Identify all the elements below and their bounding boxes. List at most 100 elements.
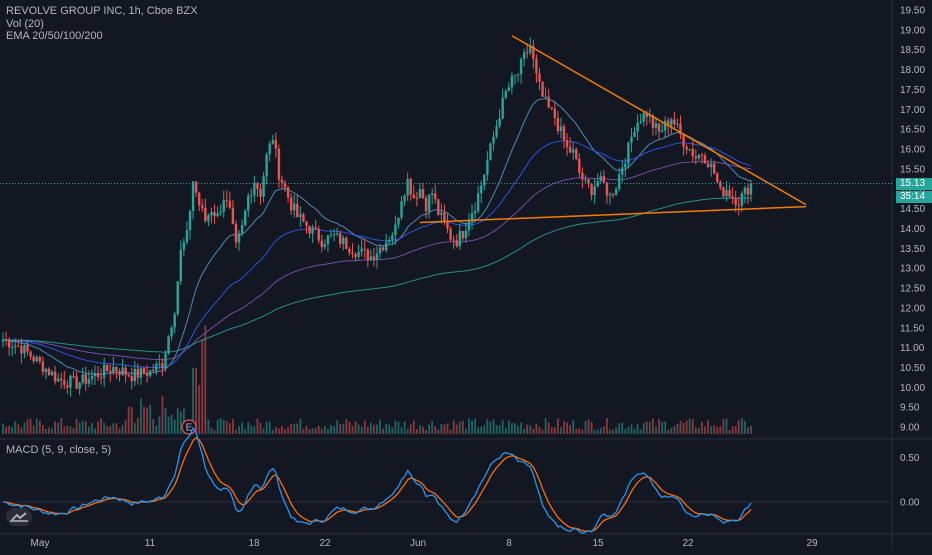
volume-bar xyxy=(498,425,501,434)
volume-bar xyxy=(100,418,102,434)
volume-bar xyxy=(124,420,127,434)
candle xyxy=(148,370,152,376)
candle xyxy=(360,248,363,252)
volume-bar xyxy=(701,421,703,434)
price-axis-tick-10: 14.00 xyxy=(900,224,925,235)
candle xyxy=(283,182,287,188)
tradingview-logo-icon[interactable] xyxy=(6,508,32,526)
volume-bar xyxy=(366,426,369,434)
candle xyxy=(424,197,428,212)
candle xyxy=(139,368,143,378)
volume-bar xyxy=(363,420,366,434)
candle xyxy=(115,366,118,372)
volume-bar xyxy=(538,427,541,434)
volume-bar xyxy=(412,420,415,434)
volume-bar xyxy=(317,426,320,434)
volume-bar xyxy=(612,429,614,434)
candle xyxy=(106,364,109,371)
volume-bar xyxy=(121,425,124,434)
volume-bar xyxy=(471,420,473,434)
volume-bar xyxy=(517,425,519,434)
candle xyxy=(231,207,235,224)
candle xyxy=(93,373,97,377)
volume-bar xyxy=(274,427,277,434)
candle xyxy=(519,59,523,75)
candle xyxy=(253,183,256,196)
volume-bar xyxy=(664,421,667,434)
candle xyxy=(69,375,72,388)
volume-bar xyxy=(615,427,618,434)
candle xyxy=(504,91,507,98)
volume-bar xyxy=(728,429,731,434)
volume-bar xyxy=(468,418,470,434)
candle xyxy=(14,345,17,348)
volume-bar xyxy=(563,421,565,434)
volume-bar xyxy=(66,425,69,434)
candle xyxy=(335,233,339,235)
volume-bar xyxy=(2,423,4,434)
candle xyxy=(348,248,351,253)
volume-bar xyxy=(330,425,332,434)
candle xyxy=(538,73,541,82)
volume-bar xyxy=(419,425,421,434)
volume-bar xyxy=(336,420,339,434)
candle xyxy=(10,347,14,349)
volume-bar xyxy=(320,428,323,434)
candle xyxy=(145,373,149,376)
volume-bar xyxy=(560,427,562,434)
candle xyxy=(118,371,121,375)
volume-bar xyxy=(345,419,348,434)
volume-bar xyxy=(161,396,164,434)
volume-bar xyxy=(164,407,167,434)
candle xyxy=(709,163,713,168)
candle xyxy=(197,192,201,206)
candle xyxy=(608,194,612,196)
volume-bar xyxy=(685,420,688,434)
volume-bar xyxy=(281,426,283,434)
price-axis-tick-11: 14.50 xyxy=(900,204,925,215)
volume-bar xyxy=(581,429,584,434)
candle xyxy=(434,193,437,200)
price-axis-tick-20: 19.00 xyxy=(900,25,925,36)
volume-bar xyxy=(296,423,299,434)
volume-bar xyxy=(222,419,225,434)
time-axis-tick-7: 22 xyxy=(682,538,694,549)
volume-bar xyxy=(670,428,673,434)
volume-bar xyxy=(57,422,60,434)
volume-bar xyxy=(541,429,544,434)
candle xyxy=(654,123,658,128)
candle xyxy=(663,120,667,131)
volume-bar xyxy=(547,422,550,434)
macd-axis-tick-1: 0.00 xyxy=(900,498,920,509)
volume-bar xyxy=(520,422,522,434)
volume-bar xyxy=(342,423,345,434)
volume-bar xyxy=(682,422,685,434)
volume-bar xyxy=(146,407,148,434)
volume-bar xyxy=(216,419,219,434)
volume-bar xyxy=(642,423,645,434)
volume-bar xyxy=(158,416,161,434)
candle xyxy=(713,163,716,174)
volume-bar xyxy=(691,419,694,434)
volume-bar xyxy=(474,418,476,434)
volume-bar xyxy=(679,420,682,434)
candle xyxy=(633,131,636,137)
candle xyxy=(621,167,624,175)
candle xyxy=(326,235,330,245)
volume-bar xyxy=(265,421,268,434)
candle xyxy=(41,361,45,373)
price-axis-tick-12: 15.00 xyxy=(900,184,925,195)
price-axis-tick-17: 17.50 xyxy=(900,85,925,96)
volume-bar xyxy=(305,425,308,434)
volume-bar xyxy=(247,422,250,434)
price-axis-tick-16: 17.00 xyxy=(900,105,925,116)
volume-bar xyxy=(458,421,461,434)
candle xyxy=(464,230,468,239)
volume-bar xyxy=(51,428,53,434)
volume-bar xyxy=(382,428,385,434)
candle xyxy=(299,214,302,218)
candle xyxy=(378,247,382,254)
volume-bar xyxy=(731,426,734,434)
